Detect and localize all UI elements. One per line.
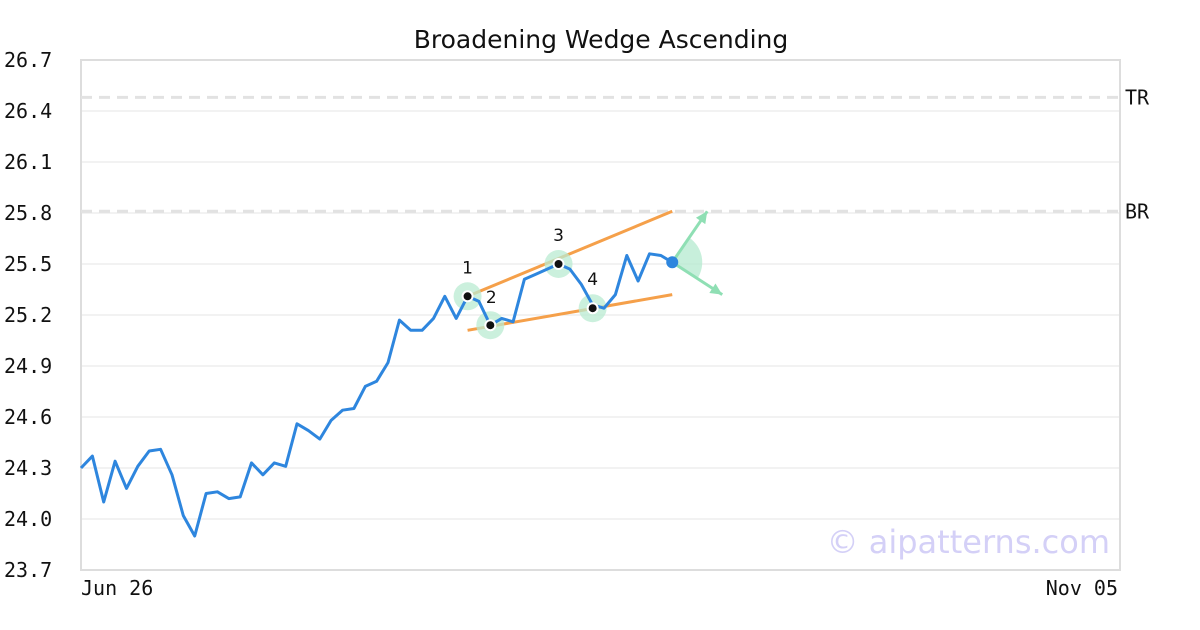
arrow-layer — [666, 210, 724, 296]
chart-title: Broadening Wedge Ascending — [414, 25, 789, 54]
y-tick-label: 26.4 — [4, 99, 52, 123]
breakout-arrow-up-head — [695, 211, 708, 225]
pattern-point-marker — [461, 290, 474, 303]
pattern-point-label: 1 — [462, 258, 473, 278]
last-price-marker — [666, 256, 679, 269]
y-tick-label: 24.6 — [4, 405, 52, 429]
y-tick-label: 26.1 — [4, 150, 52, 174]
x-tick-label-start: Jun 26 — [81, 576, 153, 600]
pattern-point-marker — [586, 302, 599, 315]
y-tick-label: 24.3 — [4, 456, 52, 480]
trendline — [467, 209, 673, 298]
breakout-sector — [672, 237, 703, 279]
marker-layer: 12 3 4 — [461, 226, 599, 332]
price-line — [79, 252, 673, 538]
breakout-arrow-down-head — [709, 283, 723, 295]
y-tick-label: 23.7 — [4, 558, 52, 582]
y-tick-label: 25.5 — [4, 252, 52, 276]
pattern-point-marker — [484, 319, 497, 332]
y-axis: 26.7 26.4 26.1 25.8 25.5 25.2 24.9 24.6 24.3 24.0… — [4, 48, 52, 582]
level-label: TR — [1125, 85, 1150, 109]
pattern-point-marker — [552, 258, 565, 270]
y-tick-label: 24.9 — [4, 354, 52, 378]
y-tick-label: 24.0 — [4, 507, 52, 531]
y-tick-label: 26.7 — [4, 48, 52, 72]
level-label: BR — [1125, 199, 1150, 223]
y-tick-label: 25.2 — [4, 303, 52, 327]
plot-frame — [80, 59, 1121, 571]
watermark: © aipatterns.com — [827, 523, 1110, 561]
x-tick-label-end: Nov 05 — [1046, 576, 1118, 600]
y-tick-label: 25.8 — [4, 201, 52, 225]
highlight-layer — [453, 250, 607, 340]
pattern-point-label: 4 — [587, 270, 598, 290]
series-layer — [79, 252, 673, 538]
pattern-point-label: 2 — [486, 288, 497, 308]
pattern-point-label: 3 — [553, 226, 564, 246]
level-layer: TR BR — [81, 85, 1150, 223]
